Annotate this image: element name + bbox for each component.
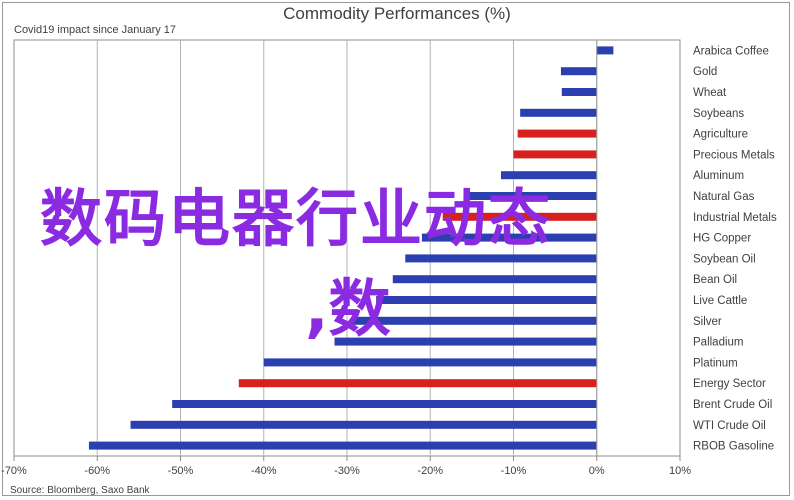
- bar: [405, 254, 597, 263]
- category-label: Arabica Coffee: [693, 45, 769, 57]
- chart-subtitle: Covid19 impact since January 17: [14, 24, 177, 36]
- bar: [442, 212, 597, 221]
- bar: [334, 337, 597, 346]
- x-tick-label: -60%: [84, 465, 110, 477]
- category-label: Energy Sector: [693, 378, 766, 390]
- category-label: Precious Metals: [693, 149, 775, 161]
- x-tick-label: -30%: [334, 465, 360, 477]
- category-label: Wheat: [693, 87, 727, 99]
- bar: [463, 192, 597, 200]
- bar: [520, 108, 597, 117]
- bar: [351, 316, 597, 325]
- bar: [130, 420, 597, 429]
- category-label: Live Cattle: [693, 295, 747, 307]
- x-tick-label: -70%: [1, 465, 27, 477]
- bar: [501, 171, 597, 180]
- category-label: Gold: [693, 66, 717, 78]
- bar: [421, 233, 597, 242]
- x-tick-label: -40%: [251, 465, 277, 477]
- chart-title: Commodity Performances (%): [283, 4, 511, 23]
- overlay-headline: 数码电器行业动态: [40, 182, 553, 255]
- category-label: Brent Crude Oil: [693, 399, 772, 411]
- category-label: Platinum: [693, 357, 738, 369]
- x-tick-label: -10%: [501, 465, 527, 477]
- category-label: Soybeans: [693, 108, 744, 120]
- category-label: Palladium: [693, 337, 744, 349]
- x-tick-label: -50%: [168, 465, 194, 477]
- bar: [561, 88, 597, 96]
- bar: [517, 129, 597, 138]
- category-label: Agriculture: [693, 129, 748, 141]
- category-label: Bean Oil: [693, 274, 737, 286]
- bar: [513, 150, 597, 159]
- bar: [263, 358, 597, 367]
- category-label: Natural Gas: [693, 191, 755, 203]
- category-label: Silver: [693, 316, 722, 328]
- category-label: Industrial Metals: [693, 212, 777, 224]
- bar: [172, 400, 597, 408]
- category-label: Soybean Oil: [693, 253, 756, 265]
- bar: [376, 296, 597, 304]
- category-label: HG Copper: [693, 233, 751, 245]
- category-label: Aluminum: [693, 170, 744, 182]
- category-label: RBOB Gasoline: [693, 441, 774, 453]
- bar: [238, 379, 597, 388]
- category-label: WTI Crude Oil: [693, 420, 766, 432]
- overlay-headline-continued: ,数: [305, 272, 391, 345]
- x-tick-label: 0%: [589, 465, 605, 477]
- bar: [88, 441, 597, 450]
- bar: [560, 67, 597, 76]
- bar: [596, 46, 614, 55]
- x-tick-label: -20%: [417, 465, 443, 477]
- bar: [392, 275, 597, 284]
- x-tick-label: 10%: [669, 465, 691, 477]
- chart-source: Source: Bloomberg, Saxo Bank: [10, 485, 150, 496]
